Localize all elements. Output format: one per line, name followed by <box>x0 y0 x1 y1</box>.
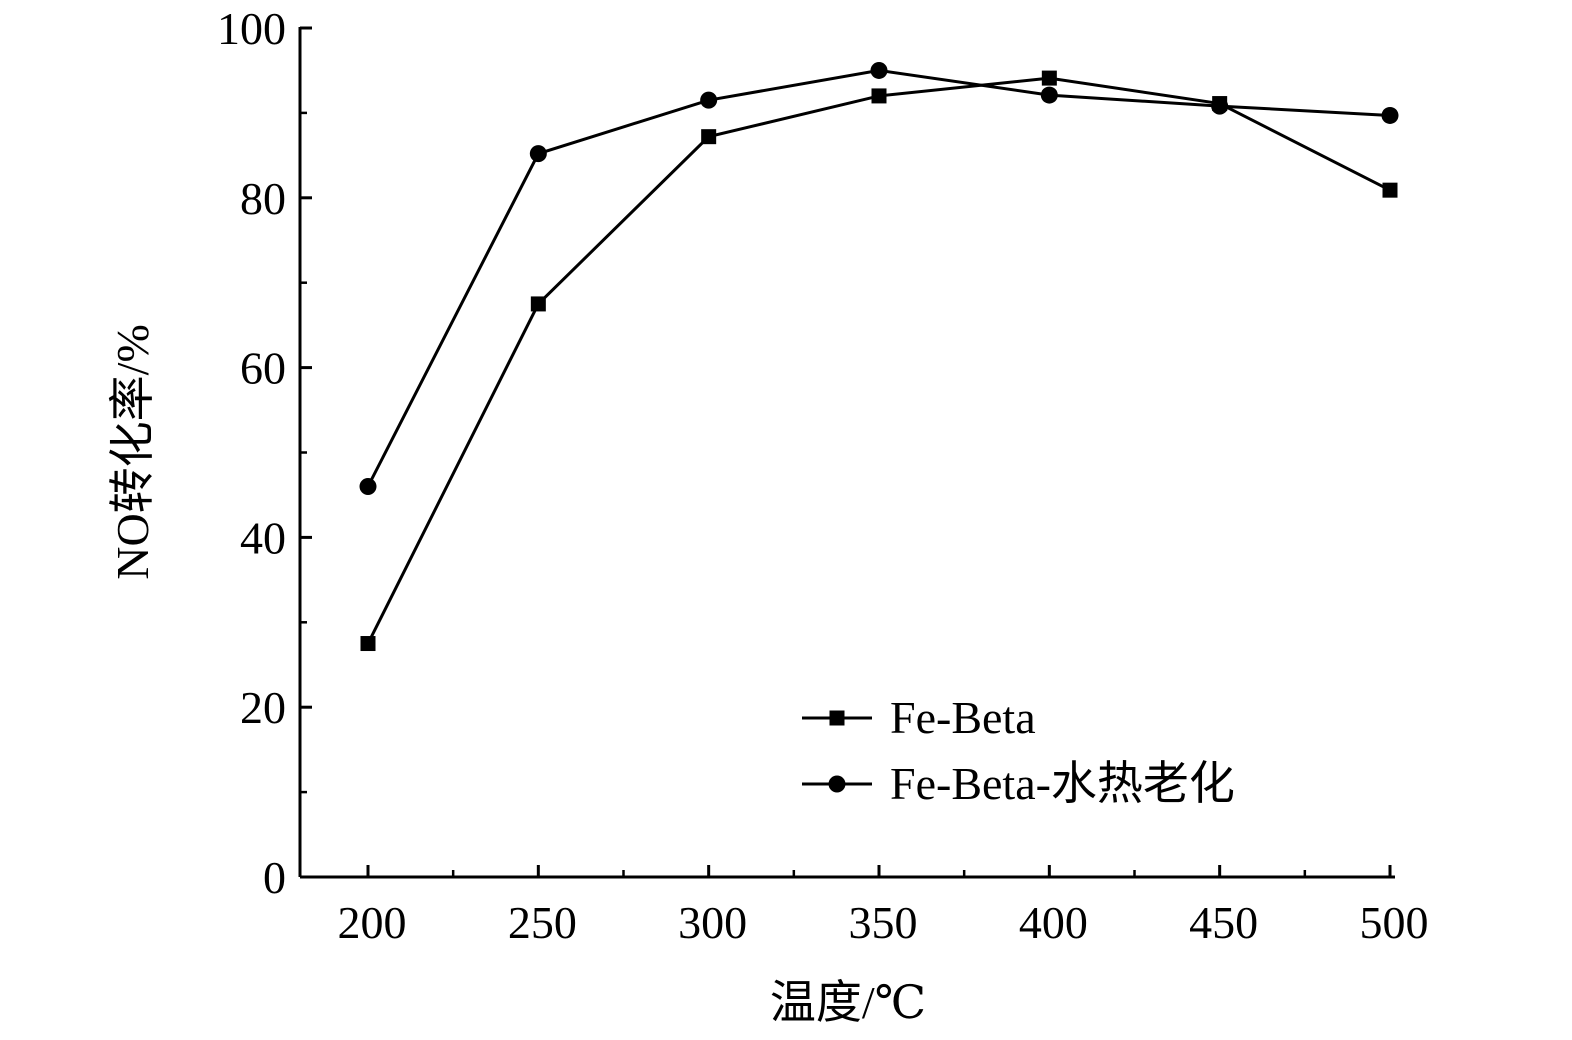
data-point-circle <box>700 91 718 109</box>
series-fe-beta <box>360 70 1398 652</box>
series-line <box>366 76 1391 645</box>
x-axis-title: 温度/℃ <box>770 977 926 1028</box>
data-point-circle <box>359 477 377 495</box>
legend-item: Fe-Beta <box>802 692 1036 743</box>
y-tick-label: 100 <box>217 3 286 54</box>
legend-label: Fe-Beta-水热老化 <box>890 758 1235 809</box>
x-tick-label: 250 <box>508 897 577 948</box>
x-tick-label: 350 <box>849 897 918 948</box>
legend-label: Fe-Beta <box>890 692 1036 743</box>
x-tick-label: 500 <box>1360 897 1429 948</box>
x-tick-label: 200 <box>338 897 407 948</box>
data-point-square <box>871 88 887 104</box>
y-axis-title: NO转化率/% <box>107 324 158 580</box>
y-tick-label: 0 <box>263 852 286 903</box>
x-tick-label: 300 <box>678 897 747 948</box>
x-tick-label: 450 <box>1189 897 1258 948</box>
legend-circle-marker <box>828 775 846 793</box>
series <box>359 61 1399 652</box>
data-point-square <box>1041 70 1057 86</box>
y-tick-label: 60 <box>240 343 286 394</box>
y-tick-label: 20 <box>240 682 286 733</box>
series-line <box>366 68 1391 488</box>
data-point-circle <box>529 145 547 163</box>
ticks: 0 20 40 60 80 100 200 250 300 350 400 450 500 <box>217 3 1429 948</box>
data-point-square <box>1382 182 1398 198</box>
data-point-square <box>701 129 717 145</box>
data-point-square <box>360 636 376 652</box>
legend: Fe-Beta Fe-Beta-水热老化 <box>802 692 1235 809</box>
legend-square-marker <box>829 710 845 726</box>
series-fe-beta-aged <box>359 61 1399 495</box>
x-tick-label: 400 <box>1019 897 1088 948</box>
data-point-circle <box>1040 86 1058 104</box>
data-point-circle <box>870 61 888 79</box>
data-point-square <box>530 296 546 312</box>
y-tick-label: 40 <box>240 512 286 563</box>
data-point-circle <box>1381 106 1399 124</box>
data-point-circle <box>1211 97 1229 115</box>
legend-item: Fe-Beta-水热老化 <box>802 758 1235 809</box>
y-tick-label: 80 <box>240 173 286 224</box>
